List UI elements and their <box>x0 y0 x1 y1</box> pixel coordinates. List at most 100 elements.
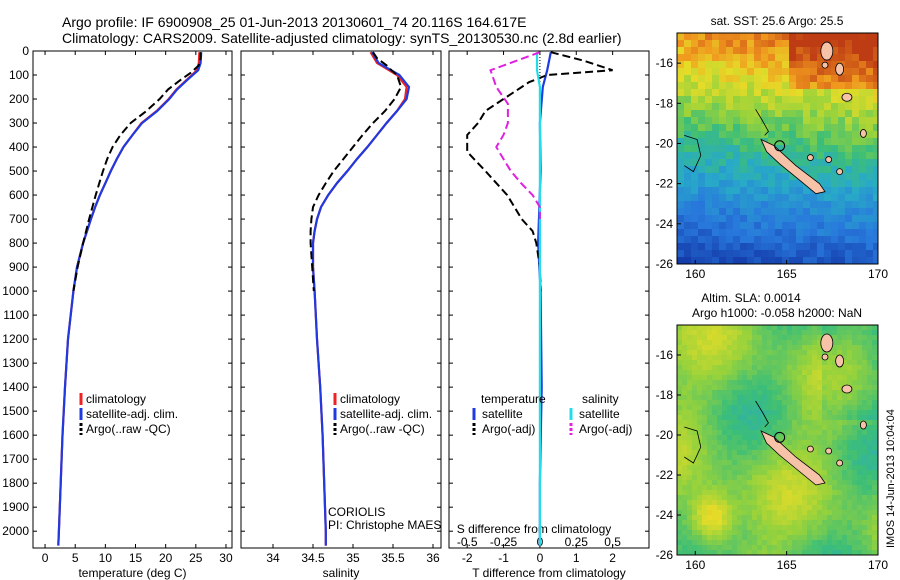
map-cell <box>837 545 843 551</box>
map-cell <box>719 250 727 258</box>
map-cell <box>747 215 755 223</box>
map-cell <box>857 500 863 506</box>
map-cell <box>807 375 813 381</box>
map-cell <box>872 450 878 456</box>
map-cell <box>684 187 692 195</box>
map-cell <box>797 515 803 521</box>
map-cell <box>692 530 698 536</box>
y-tick-label: -22 <box>656 177 674 191</box>
map-cell <box>698 110 706 118</box>
map-cell <box>761 180 769 188</box>
map-cell <box>737 485 743 491</box>
map-cell <box>782 173 790 181</box>
map-cell <box>733 117 741 125</box>
map-cell <box>782 54 790 62</box>
y-tick-label: 800 <box>9 236 29 250</box>
map-cell <box>787 445 793 451</box>
map-cell <box>754 152 762 160</box>
map-cell <box>852 47 860 55</box>
map-cell <box>847 425 853 431</box>
map-cell <box>682 380 688 386</box>
map-cell <box>702 510 708 516</box>
map-cell <box>817 124 825 132</box>
map-cell <box>802 360 808 366</box>
map-cell <box>824 131 832 139</box>
map-cell <box>862 515 868 521</box>
map-cell <box>740 159 748 167</box>
map-cell <box>847 365 853 371</box>
map-cell <box>687 400 693 406</box>
map-cell <box>717 355 723 361</box>
map-cell <box>807 395 813 401</box>
map-cell <box>832 480 838 486</box>
map-cell <box>803 187 811 195</box>
map-cell <box>757 410 763 416</box>
map-cell <box>812 365 818 371</box>
map-cell <box>832 370 838 376</box>
map-cell <box>852 229 860 237</box>
map-cell <box>707 485 713 491</box>
map-cell <box>761 236 769 244</box>
map-cell <box>717 420 723 426</box>
map-cell <box>775 166 783 174</box>
map-cell <box>684 159 692 167</box>
map-cell <box>852 89 860 97</box>
map-cell <box>866 222 874 230</box>
map-cell <box>682 465 688 471</box>
map-cell <box>852 96 860 104</box>
map-cell <box>845 145 853 153</box>
map-cell <box>873 166 879 174</box>
map-cell <box>772 395 778 401</box>
map-cell <box>677 152 685 160</box>
map-cell <box>782 61 790 69</box>
map-cell <box>827 355 833 361</box>
map-cell <box>692 385 698 391</box>
map-cell <box>837 480 843 486</box>
map-cell <box>726 208 734 216</box>
map-cell <box>792 340 798 346</box>
map-cell <box>832 345 838 351</box>
map-cell <box>767 470 773 476</box>
map-cell <box>747 375 753 381</box>
map-cell <box>857 490 863 496</box>
map-cell <box>807 325 813 331</box>
map-cell <box>742 410 748 416</box>
map-cell <box>817 515 823 521</box>
map-cell <box>692 540 698 546</box>
map-cell <box>772 340 778 346</box>
map-cell <box>677 54 685 62</box>
reef-contour <box>755 400 769 428</box>
map-cell <box>677 495 683 501</box>
map-cell <box>866 110 874 118</box>
map-cell <box>792 405 798 411</box>
map-cell <box>810 166 818 174</box>
map-cell <box>802 550 808 556</box>
map-cell <box>792 530 798 536</box>
map-cell <box>697 525 703 531</box>
map-cell <box>812 550 818 556</box>
map-cell <box>772 350 778 356</box>
x-tick-label: 10 <box>99 551 113 565</box>
map-cell <box>873 33 879 41</box>
map-cell <box>782 405 788 411</box>
map-cell <box>847 430 853 436</box>
map-cell <box>677 470 683 476</box>
map-cell <box>752 470 758 476</box>
map-cell <box>682 430 688 436</box>
map-cell <box>692 460 698 466</box>
map-cell <box>832 405 838 411</box>
map-cell <box>792 520 798 526</box>
map-cell <box>761 159 769 167</box>
map-cell <box>712 505 718 511</box>
map-cell <box>712 480 718 486</box>
map-cell <box>792 375 798 381</box>
map-cell <box>812 530 818 536</box>
map-cell <box>824 124 832 132</box>
map-cell <box>792 495 798 501</box>
map-cell <box>777 470 783 476</box>
map-cell <box>742 365 748 371</box>
map-cell <box>852 490 858 496</box>
map-cell <box>832 505 838 511</box>
map-cell <box>677 33 685 41</box>
map-cell <box>762 330 768 336</box>
